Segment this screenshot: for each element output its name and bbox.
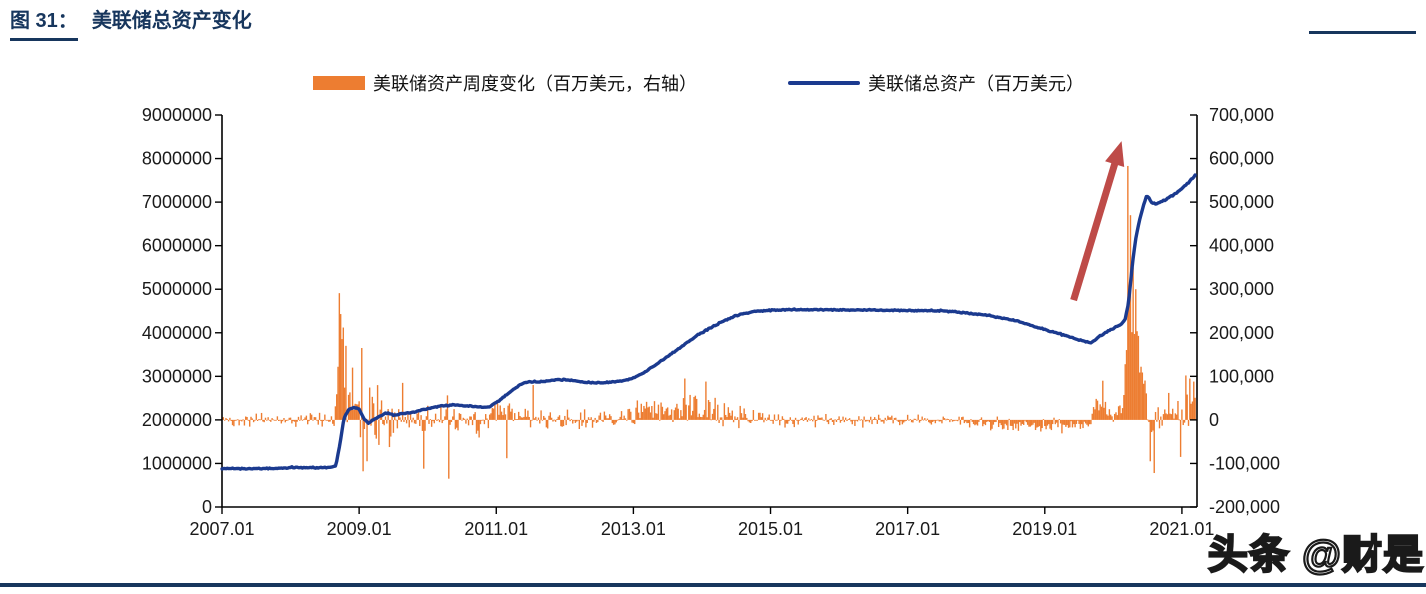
right-axis-tick-label: 500,000: [1209, 192, 1274, 212]
x-axis-tick-label: 2017.01: [875, 519, 940, 539]
left-axis-tick-label: 3000000: [142, 366, 212, 386]
page-title: 美联储总资产变化: [91, 10, 252, 32]
left-axis-tick-label: 8000000: [142, 149, 212, 169]
legend-label-total-assets: 美联储总资产（百万美元）: [868, 74, 1084, 94]
x-axis-tick-label: 2019.01: [1012, 519, 1077, 539]
surge-arrow-annotation: [1070, 141, 1125, 302]
x-axis-tick-label: 2021.01: [1149, 519, 1214, 539]
right-axis-tick-label: 100,000: [1209, 366, 1274, 386]
right-axis-tick-label: 300,000: [1209, 279, 1274, 299]
header-rule-right: [1309, 31, 1416, 34]
axis-tick-labels: 0 1000000 2000000 3000000 4000000 5000000 6000…: [142, 105, 1280, 539]
left-axis-tick-label: 4000000: [142, 323, 212, 343]
x-axis-tick-label: 2009.01: [327, 519, 392, 539]
right-axis-tick-label: 600,000: [1209, 149, 1274, 169]
left-axis-tick-label: 6000000: [142, 236, 212, 256]
right-axis-tick-label: 0: [1209, 410, 1219, 430]
legend-swatch-bars: [313, 76, 365, 90]
right-axis-tick-label: 700,000: [1209, 105, 1274, 125]
x-axis-tick-label: 2007.01: [189, 519, 254, 539]
weekly-change-bars: [222, 165, 1196, 479]
axes: [221, 115, 1198, 508]
left-axis-tick-label: 2000000: [142, 410, 212, 430]
legend-label-weekly-change: 美联储资产周度变化（百万美元，右轴）: [373, 74, 697, 94]
left-axis-tick-label: 0: [202, 497, 212, 517]
x-axis-tick-label: 2013.01: [601, 519, 666, 539]
right-axis-tick-label: -100,000: [1209, 453, 1280, 473]
legend-swatch-line: [788, 81, 860, 85]
left-axis-tick-label: 5000000: [142, 279, 212, 299]
x-axis-tick-label: 2015.01: [738, 519, 803, 539]
legend-item-weekly-change: 美联储资产周度变化（百万美元，右轴）: [313, 70, 697, 96]
figure-number: 图 31：: [10, 4, 78, 41]
left-axis-tick-label: 9000000: [142, 105, 212, 125]
right-axis-tick-label: 400,000: [1209, 236, 1274, 256]
watermark: 头条 @财是: [1207, 532, 1424, 578]
right-axis-tick-label: -200,000: [1209, 497, 1280, 517]
left-axis-tick-label: 1000000: [142, 453, 212, 473]
right-axis-tick-label: 200,000: [1209, 323, 1274, 343]
legend-item-total-assets: 美联储总资产（百万美元）: [788, 70, 1084, 96]
total-assets-line: [220, 173, 1197, 471]
x-axis-tick-label: 2011.01: [464, 519, 528, 539]
figure-header: 图 31： 美联储总资产变化: [10, 4, 252, 41]
left-axis-tick-label: 7000000: [142, 192, 212, 212]
footer-rule: [0, 583, 1426, 587]
axis-ticks: [215, 114, 1197, 514]
